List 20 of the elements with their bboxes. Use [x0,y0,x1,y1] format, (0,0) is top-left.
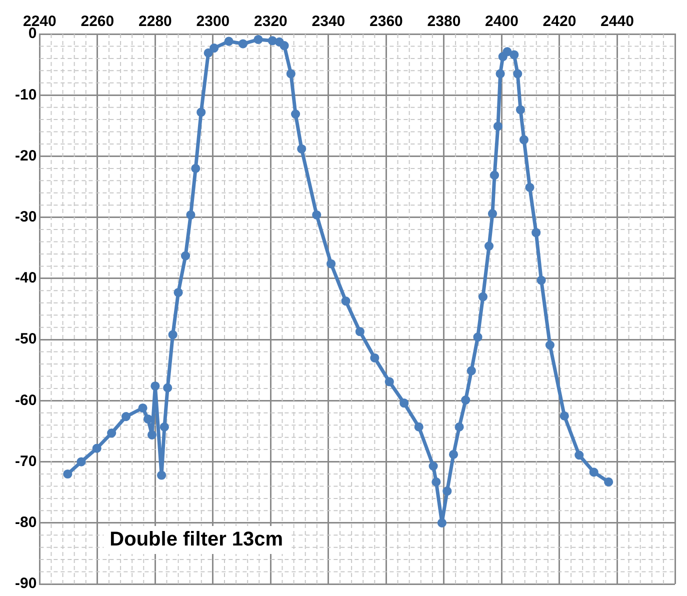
y-tick-label: -50 [14,330,37,348]
y-tick-label: -80 [14,514,37,532]
x-tick-label: 2300 [196,13,230,30]
x-tick-label: 2320 [254,13,288,30]
y-tick-label: -20 [14,147,37,164]
x-tick-label: 2260 [80,13,114,30]
y-tick-label: -60 [14,392,37,409]
x-tick-label: 2280 [138,13,172,30]
x-tick-label: 2360 [370,13,403,30]
y-tick-label: -70 [14,452,37,470]
annotation: Double filter 13cm [110,528,284,551]
x-tick-label: 2340 [312,13,346,30]
y-tick-label: -90 [14,575,37,592]
y-tick-label: -40 [14,270,37,287]
y-tick-label: -10 [14,86,37,104]
x-tick-label: 2420 [542,13,576,30]
y-tick-label: -30 [14,208,37,226]
x-tick-label: 2380 [427,13,461,30]
x-tick-label: 2400 [485,13,518,30]
x-tick-label: 2440 [600,13,634,30]
